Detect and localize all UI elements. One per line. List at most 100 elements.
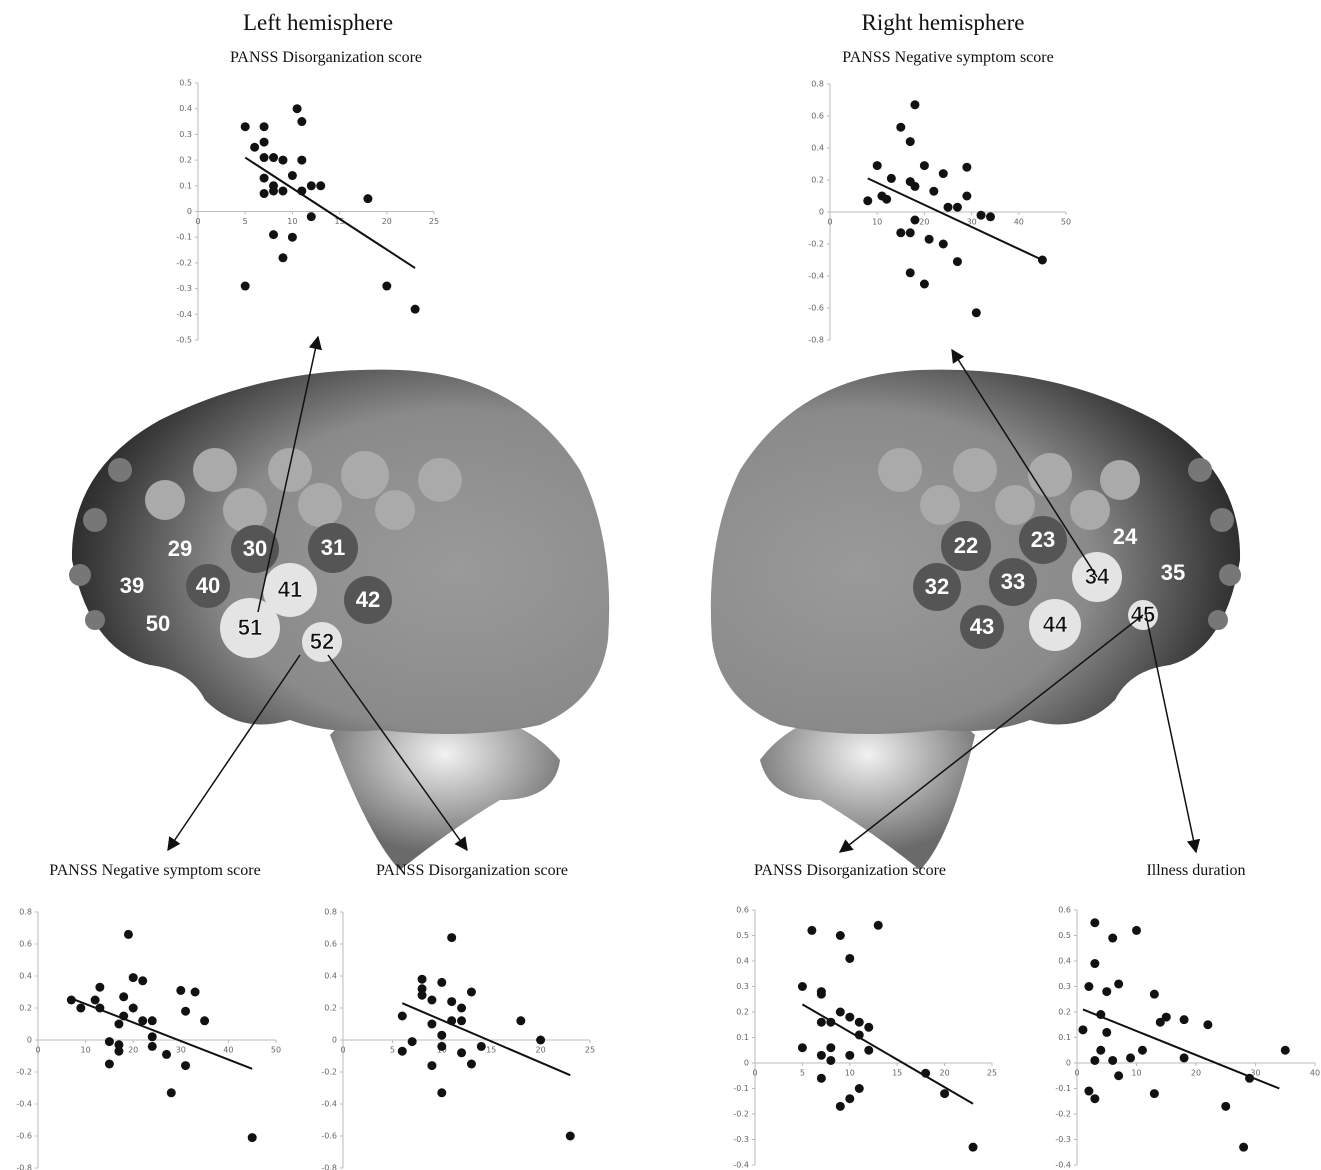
y-tick-label: -0.1 [1055, 1084, 1071, 1093]
point [297, 156, 306, 165]
point [363, 194, 372, 203]
y-tick-label: 0.3 [1058, 982, 1071, 991]
y-tick-label: 0 [332, 1036, 337, 1045]
x-tick-label: 15 [486, 1046, 496, 1055]
point [864, 1023, 873, 1032]
point [939, 169, 948, 178]
point [467, 1060, 476, 1069]
scatter-plot: PANSS Negative symptom score0.80.60.40.2… [16, 862, 281, 1170]
x-tick-label: 10 [845, 1069, 855, 1078]
point [1102, 987, 1111, 996]
y-tick-label: 0 [819, 208, 824, 217]
point [418, 991, 427, 1000]
point [307, 181, 316, 190]
point [1114, 1071, 1123, 1080]
point [477, 1042, 486, 1051]
point [293, 104, 302, 113]
y-tick-label: 0.2 [179, 156, 192, 165]
point [382, 282, 391, 291]
x-tick-label: 0 [1074, 1069, 1079, 1078]
region-label: 39 [120, 573, 144, 598]
x-tick-label: 15 [892, 1069, 902, 1078]
region-label: 32 [925, 574, 949, 599]
point [910, 182, 919, 191]
point [1090, 959, 1099, 968]
y-tick-label: -0.3 [1055, 1135, 1071, 1144]
point [250, 143, 259, 152]
point [288, 233, 297, 242]
point [836, 931, 845, 940]
point [877, 192, 886, 201]
y-tick-label: -0.2 [733, 1110, 749, 1119]
trend-line [71, 998, 252, 1068]
point [105, 1037, 114, 1046]
point [437, 1031, 446, 1040]
scatter-plot: PANSS Disorganization score0.50.40.30.20… [176, 49, 439, 345]
x-tick-label: 20 [940, 1069, 950, 1078]
point [260, 153, 269, 162]
point [798, 982, 807, 991]
scatter-plot: PANSS Negative symptom score0.80.60.40.2… [808, 49, 1071, 345]
point [427, 996, 436, 1005]
point [1090, 1056, 1099, 1065]
x-tick-label: 0 [827, 218, 832, 227]
point [896, 228, 905, 237]
point [1239, 1143, 1248, 1152]
point [798, 1043, 807, 1052]
point [920, 280, 929, 289]
point [855, 1084, 864, 1093]
point [418, 975, 427, 984]
point [873, 161, 882, 170]
x-tick-label: 10 [1131, 1069, 1141, 1078]
point [269, 230, 278, 239]
y-tick-label: -0.4 [808, 272, 824, 281]
chart-title: PANSS Disorganization score [230, 49, 422, 66]
y-tick-label: -0.2 [176, 258, 192, 267]
scatter-plot: PANSS Disorganization score0.60.50.40.30… [733, 862, 997, 1170]
point [411, 305, 420, 314]
point [874, 921, 883, 930]
point [929, 187, 938, 196]
region-label: 40 [196, 573, 220, 598]
point [817, 990, 826, 999]
point [278, 156, 287, 165]
point [278, 253, 287, 262]
x-tick-label: 40 [1014, 218, 1024, 227]
x-tick-label: 0 [35, 1046, 40, 1055]
point [437, 1042, 446, 1051]
point [855, 1018, 864, 1027]
point [457, 1004, 466, 1013]
x-tick-label: 20 [536, 1046, 546, 1055]
point [863, 196, 872, 205]
point [1162, 1013, 1171, 1022]
region-label: 35 [1161, 560, 1185, 585]
point [1150, 990, 1159, 999]
y-tick-label: 0.1 [736, 1033, 749, 1042]
point [969, 1143, 978, 1152]
point [260, 174, 269, 183]
point [896, 123, 905, 132]
point [953, 257, 962, 266]
point [566, 1132, 575, 1141]
y-tick-label: 0.6 [19, 940, 32, 949]
y-tick-label: 0.2 [1058, 1008, 1071, 1017]
x-tick-label: 0 [752, 1069, 757, 1078]
point [1102, 1028, 1111, 1037]
chart-title: PANSS Negative symptom score [49, 862, 260, 879]
point [457, 1016, 466, 1025]
point [1090, 1094, 1099, 1103]
y-tick-label: -0.4 [1055, 1161, 1071, 1170]
chart-title: Illness duration [1146, 862, 1245, 879]
point [148, 1016, 157, 1025]
point [447, 997, 456, 1006]
region-label: 24 [1113, 524, 1138, 549]
y-tick-label: 0.5 [1058, 931, 1071, 940]
point [1203, 1020, 1212, 1029]
y-tick-label: -0.4 [321, 1100, 337, 1109]
x-tick-label: 50 [1061, 218, 1071, 227]
point [887, 174, 896, 183]
point [162, 1050, 171, 1059]
trend-line [402, 1003, 570, 1075]
y-tick-label: -0.6 [808, 304, 824, 313]
point [1132, 926, 1141, 935]
